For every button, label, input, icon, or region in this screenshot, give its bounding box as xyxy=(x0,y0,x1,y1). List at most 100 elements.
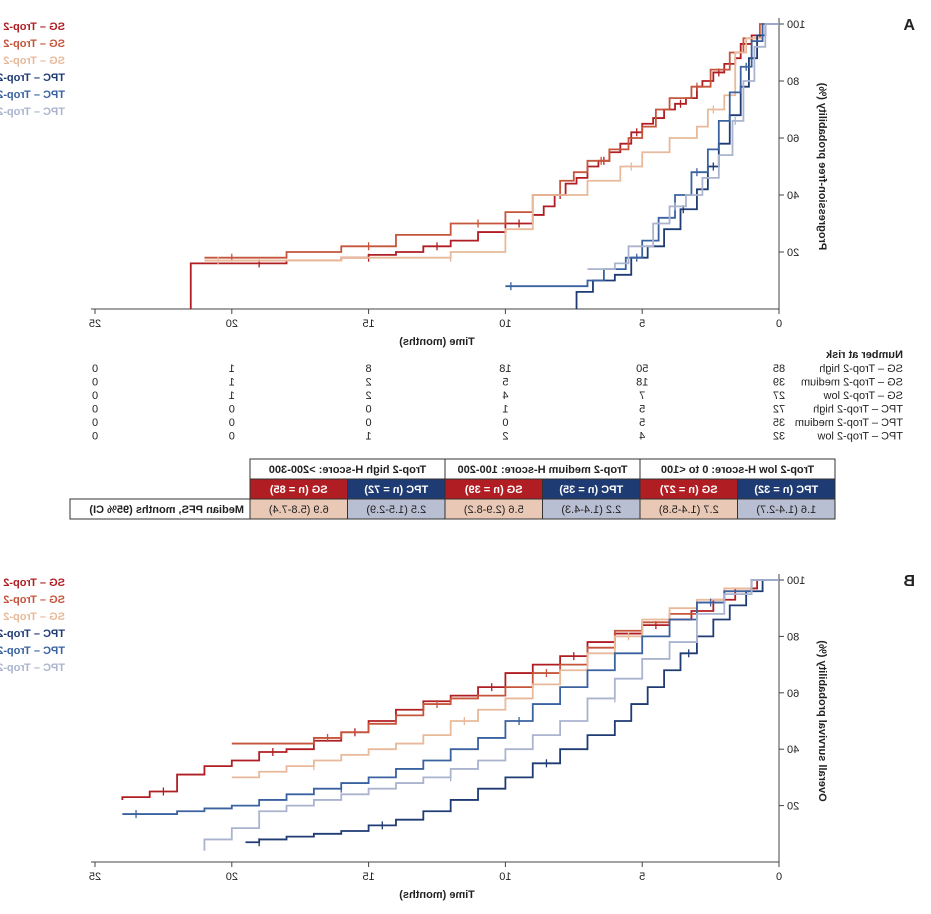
pfs-arm-label: TPC (n = 72) xyxy=(364,484,428,496)
panel-b-x-tick-label: 5 xyxy=(639,871,645,883)
panel-a-x-tick-label: 25 xyxy=(89,318,101,330)
panel-b-km-curve xyxy=(203,579,779,851)
risk-value: 0 xyxy=(92,363,98,375)
risk-row-label: SG – Trop-2 low xyxy=(823,390,903,402)
panel-b-legend-label: SG – Trop-2 low xyxy=(0,611,65,623)
panel-a-legend-label: SG – Trop-2 low xyxy=(0,55,65,67)
pfs-median-cell xyxy=(737,498,836,520)
risk-row-label: TPC – Trop-2 medium xyxy=(795,417,903,429)
panel-a-panel-label: A xyxy=(903,17,915,34)
panel-b-km-curve xyxy=(122,579,779,815)
panel-b-legend-label: TPC – Trop-2 medium xyxy=(0,645,65,657)
pfs-median-value: 5.6 (2.9-8.2) xyxy=(464,504,524,516)
risk-value: 18 xyxy=(636,377,648,389)
pfs-median-value: 2.7 (1.4-5.8) xyxy=(659,504,719,516)
panel-a-y-axis-title: Progression-free probability (%) xyxy=(816,82,828,250)
panel-a-x-tick-label: 0 xyxy=(776,318,782,330)
risk-value: 0 xyxy=(229,417,235,429)
pfs-median-value: 2.5 (1.5-2.9) xyxy=(366,504,426,516)
panel-a-legend-label: TPC – Trop-2 medium xyxy=(0,89,65,101)
risk-value: 1 xyxy=(502,404,508,416)
risk-value: 27 xyxy=(773,390,785,402)
risk-value: 0 xyxy=(366,417,372,429)
panel-b-legend-label: TPC – Trop-2 high xyxy=(0,628,65,640)
panel-b-km-curve xyxy=(231,579,779,745)
panel-b-y-tick-label: 40 xyxy=(787,744,799,756)
risk-value: 0 xyxy=(229,404,235,416)
pfs-arm-label: SG (n = 39) xyxy=(465,484,523,496)
panel-b-x-tick-label: 25 xyxy=(89,871,101,883)
pfs-arm-label: SG (n = 27) xyxy=(660,484,718,496)
panel-a-x-tick-label: 20 xyxy=(226,318,238,330)
risk-row-label: SG – Trop-2 medium xyxy=(801,377,903,389)
risk-value: 0 xyxy=(366,404,372,416)
panel-b-km-curve xyxy=(245,579,779,844)
risk-value: 35 xyxy=(773,417,785,429)
panel-b-y-tick-label: 80 xyxy=(787,631,799,643)
panel-a-y-tick-label: 60 xyxy=(787,133,799,145)
panel-a-km-curve xyxy=(587,23,779,270)
panel-a-y-tick-label: 40 xyxy=(787,190,799,202)
panel-a-x-tick-label: 10 xyxy=(499,318,511,330)
panel-a-y-tick-label: 100 xyxy=(787,19,805,31)
risk-value: 4 xyxy=(639,431,645,443)
risk-value: 8 xyxy=(366,363,372,375)
risk-value: 4 xyxy=(502,390,508,402)
panel-b-x-tick-label: 10 xyxy=(499,871,511,883)
risk-value: 0 xyxy=(502,417,508,429)
panel-a-km-curve xyxy=(204,23,779,262)
panel-b-y-tick-label: 100 xyxy=(787,575,805,587)
panel-a-x-axis-title: Time (months) xyxy=(399,336,475,348)
risk-value: 0 xyxy=(92,390,98,402)
risk-value: 0 xyxy=(92,431,98,443)
panel-a-legend-label: SG – Trop-2 medium xyxy=(0,38,65,50)
panel-b-km-curve xyxy=(231,579,779,779)
panel-b-y-tick-label: 60 xyxy=(787,688,799,700)
risk-value: 0 xyxy=(92,377,98,389)
risk-value: 1 xyxy=(229,377,235,389)
panel-a-y-tick-label: 80 xyxy=(787,76,799,88)
panel-b-x-tick-label: 20 xyxy=(226,871,238,883)
pfs-row-label: Median PFS, months (95% CI) xyxy=(89,504,244,516)
risk-value: 18 xyxy=(499,363,511,375)
panel-a-km-curve xyxy=(189,23,779,309)
risk-value: 7 xyxy=(639,390,645,402)
panel-a-x-tick-label: 15 xyxy=(362,318,374,330)
risk-value: 2 xyxy=(366,390,372,402)
pfs-arm-label: SG (n = 85) xyxy=(270,484,328,496)
panel-b-x-axis-title: Time (months) xyxy=(399,889,475,901)
risk-row-label: TPC – Trop-2 low xyxy=(817,431,903,443)
panel-a-x-tick-label: 5 xyxy=(639,318,645,330)
risk-value: 1 xyxy=(229,390,235,402)
risk-table-title: Number at risk xyxy=(825,349,903,361)
risk-value: 5 xyxy=(502,377,508,389)
risk-value: 5 xyxy=(639,404,645,416)
risk-value: 72 xyxy=(773,404,785,416)
risk-value: 39 xyxy=(773,377,785,389)
panel-a-y-tick-label: 20 xyxy=(787,247,799,259)
risk-value: 2 xyxy=(366,377,372,389)
panel-b-panel-label: B xyxy=(903,573,915,590)
pfs-group-label: Trop-2 low H-score: 0 to <100 xyxy=(661,464,814,476)
panel-a-legend-label: SG – Trop-2 high xyxy=(0,21,65,33)
panel-a-legend-label: TPC – Trop-2 high xyxy=(0,72,65,84)
panel-b-legend-label: TPC – Trop-2 low xyxy=(0,662,65,674)
pfs-median-value: 2.2 (1.4-4.3) xyxy=(561,504,621,516)
pfs-group-label: Trop-2 medium H-score: 100-200 xyxy=(458,464,628,476)
pfs-arm-label: TPC (n = 35) xyxy=(559,484,623,496)
panel-a-km-curve xyxy=(575,23,779,309)
panel-b-x-tick-label: 0 xyxy=(776,871,782,883)
risk-value: 1 xyxy=(229,363,235,375)
pfs-arm-label: TPC (n = 32) xyxy=(754,484,818,496)
panel-b-y-axis-title: Overall survival probability (%) xyxy=(816,640,828,802)
risk-value: 1 xyxy=(366,431,372,443)
risk-value: 0 xyxy=(92,417,98,429)
risk-value: 0 xyxy=(229,431,235,443)
risk-value: 0 xyxy=(92,404,98,416)
risk-value: 5 xyxy=(639,417,645,429)
risk-value: 2 xyxy=(502,431,508,443)
panel-b-y-tick-label: 20 xyxy=(787,801,799,813)
